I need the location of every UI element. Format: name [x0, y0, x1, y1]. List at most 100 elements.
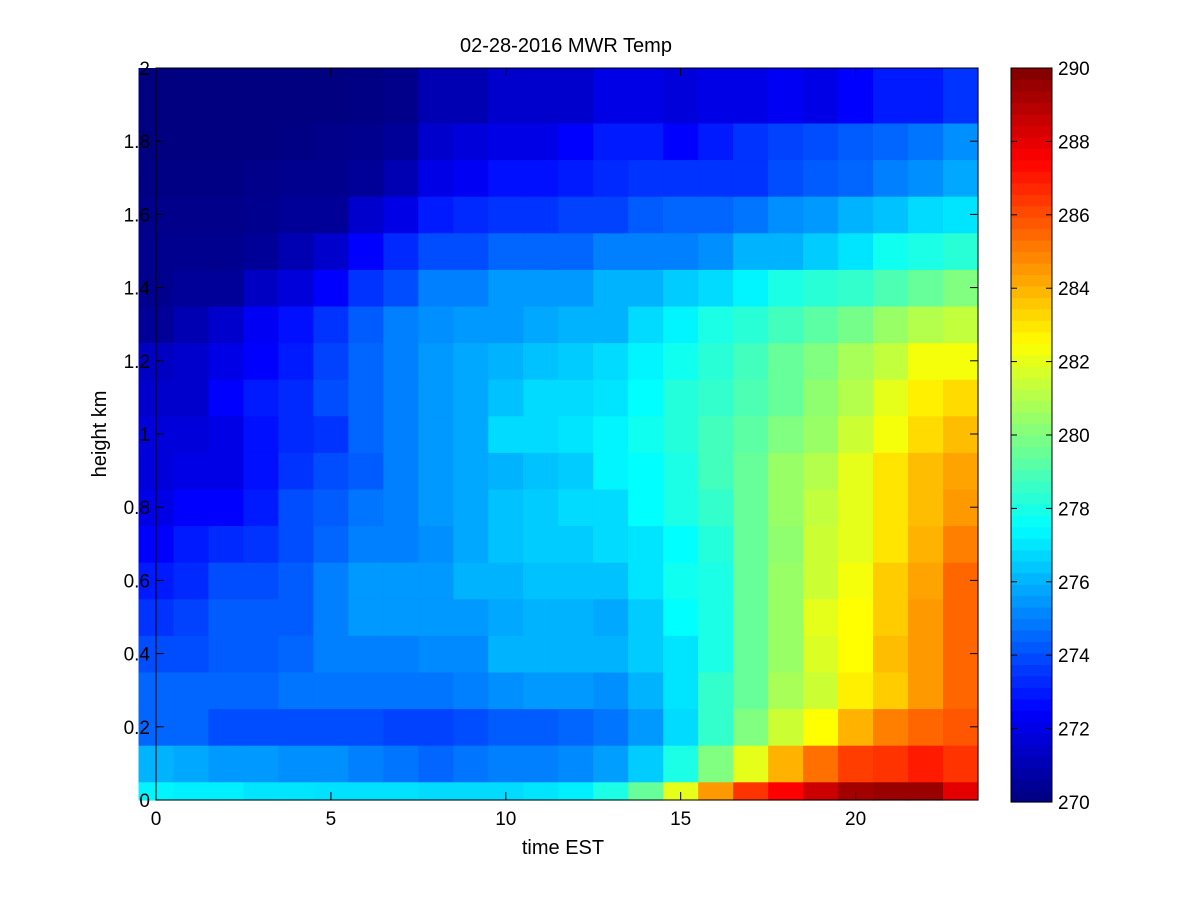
heatmap-cell	[453, 635, 489, 673]
heatmap-cell	[208, 635, 245, 673]
colorbar-segment	[1011, 618, 1052, 631]
heatmap-cell	[348, 196, 384, 234]
heatmap-cell	[453, 232, 489, 270]
heatmap-cell	[208, 781, 245, 801]
heatmap-cell	[663, 452, 699, 490]
heatmap-cell	[873, 635, 909, 673]
heatmap-cell	[908, 598, 944, 636]
heatmap-cell	[523, 196, 559, 234]
heatmap-cell	[838, 598, 874, 636]
heatmap-cell	[313, 305, 349, 344]
heatmap-cell	[873, 305, 909, 344]
heatmap-cell	[243, 159, 280, 197]
colorbar-segment	[1011, 595, 1052, 608]
heatmap-cell	[768, 269, 804, 307]
heatmap-cell	[208, 525, 245, 563]
colorbar-segment	[1011, 68, 1052, 81]
heatmap-cell	[628, 745, 664, 783]
heatmap-cell	[593, 122, 629, 161]
heatmap-cell	[208, 342, 245, 380]
heatmap-cell	[173, 708, 210, 746]
heatmap-cell	[348, 415, 384, 453]
heatmap-cell	[873, 781, 909, 801]
heatmap-cells	[138, 68, 979, 801]
heatmap-cell	[348, 232, 384, 270]
heatmap-cell	[453, 159, 489, 197]
heatmap-cell	[173, 488, 210, 527]
colorbar-segment	[1011, 113, 1052, 126]
heatmap-cell	[663, 598, 699, 636]
heatmap-cell	[698, 525, 734, 563]
heatmap-cell	[243, 342, 280, 380]
colorbar-segment	[1011, 744, 1052, 757]
heatmap-cell	[313, 159, 349, 197]
heatmap-cell	[418, 122, 454, 161]
heatmap-cell	[278, 708, 315, 746]
heatmap-cell	[453, 452, 489, 490]
heatmap-cell	[593, 598, 629, 636]
colorbar-segment	[1011, 274, 1052, 287]
heatmap-cell	[663, 415, 699, 453]
heatmap-cell	[628, 452, 664, 490]
heatmap-cell	[593, 488, 629, 527]
colorbar-segment	[1011, 721, 1052, 734]
heatmap-cell	[243, 745, 280, 783]
y-tick-label: 0	[139, 791, 150, 812]
heatmap-cell	[488, 305, 524, 344]
heatmap-cell	[523, 671, 559, 710]
colorbar-segment	[1011, 756, 1052, 769]
heatmap-cell	[418, 269, 454, 307]
heatmap-cell	[383, 452, 419, 490]
heatmap-cell	[558, 671, 594, 710]
colorbar-tick-label: 284	[1058, 279, 1090, 300]
heatmap-cell	[523, 159, 559, 197]
y-tick-label: 1.4	[124, 279, 151, 300]
heatmap-cell	[768, 598, 804, 636]
heatmap-cell	[558, 708, 594, 746]
heatmap-cell	[383, 635, 419, 673]
heatmap-cell	[278, 781, 315, 801]
heatmap-cell	[628, 232, 664, 270]
heatmap-cell	[663, 232, 699, 270]
colorbar-segment	[1011, 446, 1052, 459]
heatmap-cell	[558, 232, 594, 270]
heatmap-cell	[313, 671, 349, 710]
heatmap-cell	[838, 379, 874, 417]
colorbar-segment	[1011, 664, 1052, 677]
heatmap-cell	[628, 562, 664, 600]
colorbar-segment	[1011, 400, 1052, 413]
heatmap-cell	[628, 159, 664, 197]
heatmap-cell	[593, 525, 629, 563]
heatmap-cell	[698, 745, 734, 783]
heatmap-cell	[733, 122, 769, 161]
colorbar-segment	[1011, 412, 1052, 425]
heatmap-cell	[943, 525, 979, 563]
heatmap-cell	[733, 159, 769, 197]
heatmap-cell	[838, 342, 874, 380]
heatmap-cell	[838, 196, 874, 234]
heatmap-cell	[628, 708, 664, 746]
heatmap-cell	[733, 781, 769, 801]
heatmap-cell	[628, 488, 664, 527]
heatmap-cell	[943, 379, 979, 417]
heatmap-cell	[418, 159, 454, 197]
heatmap-cell	[873, 562, 909, 600]
colorbar-segment	[1011, 561, 1052, 574]
heatmap-cell	[173, 781, 210, 801]
heatmap-cell	[838, 269, 874, 307]
heatmap-cell	[558, 159, 594, 197]
heatmap-cell	[173, 745, 210, 783]
heatmap-cell	[873, 708, 909, 746]
heatmap-cell	[663, 196, 699, 234]
heatmap-cell	[558, 745, 594, 783]
heatmap-cell	[313, 635, 349, 673]
heatmap-cell	[838, 488, 874, 527]
heatmap-cell	[628, 415, 664, 453]
heatmap-cell	[908, 196, 944, 234]
heatmap-cell	[313, 452, 349, 490]
colorbar-segment	[1011, 251, 1052, 264]
heatmap-cell	[488, 708, 524, 746]
heatmap-cell	[418, 562, 454, 600]
heatmap-cell	[278, 122, 315, 161]
heatmap-cell	[733, 305, 769, 344]
